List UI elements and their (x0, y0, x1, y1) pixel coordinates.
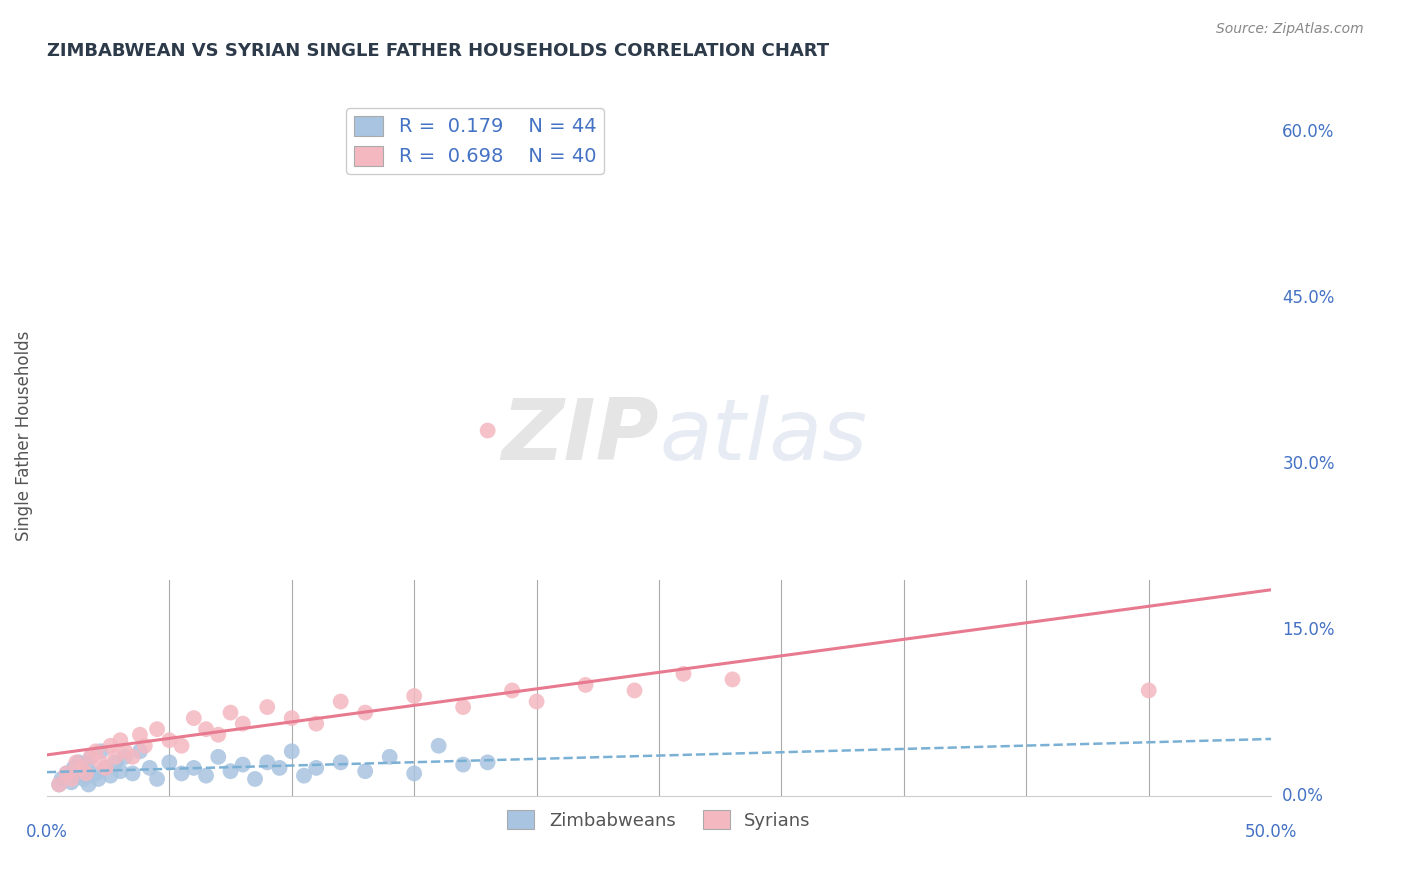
Point (305, 716, 328, 731)
Point (55, 766, 77, 780)
Point (94, 761, 117, 775)
Point (104, 749, 127, 764)
Point (451, 700, 474, 714)
Text: 0.0%: 0.0% (1282, 787, 1324, 805)
Point (672, 666, 695, 681)
Point (477, 756, 499, 770)
Point (219, 706, 242, 720)
Point (65, 756, 87, 770)
Point (232, 716, 254, 731)
Point (623, 683, 645, 698)
Point (87, 772, 110, 786)
Text: ZIP: ZIP (502, 394, 659, 477)
Point (170, 766, 193, 780)
Point (243, 772, 266, 786)
Point (207, 749, 229, 764)
Point (183, 761, 205, 775)
Point (146, 772, 169, 786)
Point (110, 733, 132, 747)
Legend: Zimbabweans, Syrians: Zimbabweans, Syrians (501, 803, 818, 837)
Point (195, 769, 218, 783)
Point (65, 769, 87, 783)
Point (574, 678, 596, 692)
Point (451, 757, 474, 772)
Text: 50.0%: 50.0% (1244, 823, 1298, 841)
Point (378, 749, 401, 764)
Point (183, 711, 205, 725)
Point (51, 772, 73, 786)
Point (269, 761, 291, 775)
Point (100, 769, 122, 783)
Point (110, 764, 132, 779)
Point (100, 739, 122, 753)
Point (146, 722, 169, 736)
Text: 60.0%: 60.0% (1282, 123, 1334, 141)
Text: atlas: atlas (659, 394, 868, 477)
Point (232, 757, 254, 772)
Point (305, 761, 328, 775)
Point (70, 764, 93, 779)
Text: 45.0%: 45.0% (1282, 289, 1334, 307)
Point (129, 744, 152, 758)
Text: 15.0%: 15.0% (1282, 621, 1334, 639)
Point (129, 728, 152, 742)
Point (404, 689, 426, 703)
Point (256, 756, 278, 770)
Point (75, 757, 97, 772)
Point (280, 744, 302, 758)
Point (90, 744, 112, 758)
Point (84, 744, 107, 758)
Point (114, 744, 136, 758)
Point (80, 749, 103, 764)
Point (94, 761, 117, 775)
Point (80, 749, 103, 764)
Point (60, 775, 83, 789)
Point (256, 700, 278, 714)
Point (67, 756, 90, 770)
Text: 30.0%: 30.0% (1282, 455, 1334, 473)
Point (134, 739, 156, 753)
Point (48, 777, 70, 791)
Point (207, 728, 229, 742)
Point (48, 777, 70, 791)
Point (329, 694, 352, 708)
Point (526, 694, 548, 708)
Point (477, 424, 499, 438)
Point (170, 739, 193, 753)
Point (280, 711, 302, 725)
Point (63, 761, 86, 775)
Point (354, 706, 377, 720)
Point (157, 756, 180, 770)
Point (138, 761, 160, 775)
Point (77, 777, 100, 791)
Text: 0.0%: 0.0% (25, 823, 67, 841)
Y-axis label: Single Father Households: Single Father Households (15, 331, 32, 541)
Point (157, 733, 180, 747)
Point (354, 764, 377, 779)
Point (219, 764, 242, 779)
Point (721, 673, 744, 687)
Point (84, 766, 107, 780)
Point (104, 756, 127, 770)
Point (1137, 683, 1160, 698)
Point (90, 756, 112, 770)
Point (195, 722, 218, 736)
Point (427, 739, 450, 753)
Point (70, 761, 93, 775)
Point (329, 756, 352, 770)
Point (501, 683, 523, 698)
Text: ZIMBABWEAN VS SYRIAN SINGLE FATHER HOUSEHOLDS CORRELATION CHART: ZIMBABWEAN VS SYRIAN SINGLE FATHER HOUSE… (46, 42, 830, 60)
Point (292, 769, 315, 783)
Point (404, 766, 426, 780)
Point (60, 772, 83, 786)
Point (121, 766, 143, 780)
Point (55, 766, 77, 780)
Point (75, 766, 97, 780)
Point (72, 772, 94, 786)
Point (114, 749, 136, 764)
Text: Source: ZipAtlas.com: Source: ZipAtlas.com (1216, 22, 1364, 37)
Point (121, 749, 143, 764)
